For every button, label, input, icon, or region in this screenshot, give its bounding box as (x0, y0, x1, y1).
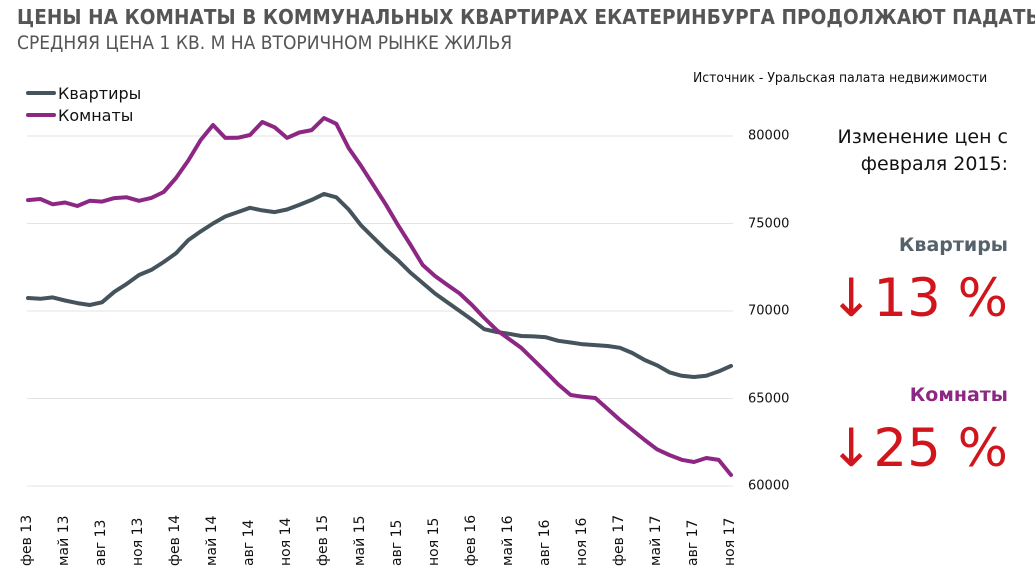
rooms-change-value: ↓25 % (828, 418, 1008, 479)
legend-swatch-rooms (26, 113, 56, 117)
y-tick-label: 75000 (748, 216, 790, 231)
x-tick-label: ноя 14 (278, 517, 294, 566)
x-tick-label: авг 16 (537, 519, 553, 566)
chart-subtitle: СРЕДНЯЯ ЦЕНА 1 КВ. М НА ВТОРИЧНОМ РЫНКЕ … (17, 32, 513, 54)
x-tick-label: фев 14 (167, 514, 183, 566)
chart-title: ЦЕНЫ НА КОМНАТЫ В КОММУНАЛЬНЫХ КВАРТИРАХ… (17, 5, 1035, 29)
apartments-change-label: Квартиры (898, 234, 1008, 256)
legend-item-rooms: Комнаты (26, 104, 141, 126)
data-lines (26, 116, 733, 477)
legend-label-apartments: Квартиры (58, 83, 142, 103)
x-tick-label: фев 16 (463, 514, 479, 566)
x-tick-label: фев 17 (611, 514, 627, 566)
legend: Квартиры Комнаты (26, 82, 141, 126)
gridlines (27, 135, 733, 487)
y-tick-label: 80000 (748, 128, 790, 144)
x-tick-label: авг 14 (241, 519, 257, 566)
x-tick-label: май 16 (500, 515, 516, 566)
x-tick-label: ноя 13 (130, 517, 146, 566)
rooms-change-label: Комнаты (909, 384, 1008, 406)
x-tick-label: май 17 (648, 515, 664, 566)
x-tick-label: май 14 (204, 515, 220, 566)
x-tick-label: авг 17 (685, 519, 701, 566)
x-tick-label: фев 13 (19, 514, 35, 566)
x-tick-label: авг 13 (93, 519, 109, 566)
y-tick-label: 70000 (748, 303, 790, 319)
rooms-line (26, 116, 733, 477)
apartments-change-value: ↓13 % (828, 268, 1008, 329)
legend-item-apartments: Квартиры (26, 82, 141, 104)
x-tick-label: ноя 17 (722, 517, 738, 566)
y-tick-label: 60000 (748, 478, 790, 494)
x-tick-label: авг 15 (389, 519, 405, 566)
change-heading-line1: Изменение цен с (837, 126, 1008, 148)
change-panel-heading: Изменение цен с февраля 2015: (838, 124, 1008, 178)
source-note: Источник - Уральская палата недвижимости (693, 70, 988, 86)
x-tick-label: май 13 (56, 515, 72, 566)
x-tick-label: ноя 16 (574, 517, 590, 566)
legend-label-rooms: Комнаты (58, 105, 134, 125)
legend-swatch-apartments (26, 91, 56, 95)
change-heading-line2: февраля 2015: (860, 153, 1008, 175)
y-tick-label: 65000 (748, 391, 790, 406)
x-tick-label: ноя 15 (426, 517, 442, 566)
x-tick-label: май 15 (352, 515, 368, 566)
apartments-line (26, 191, 733, 379)
x-tick-label: фев 15 (315, 514, 331, 566)
